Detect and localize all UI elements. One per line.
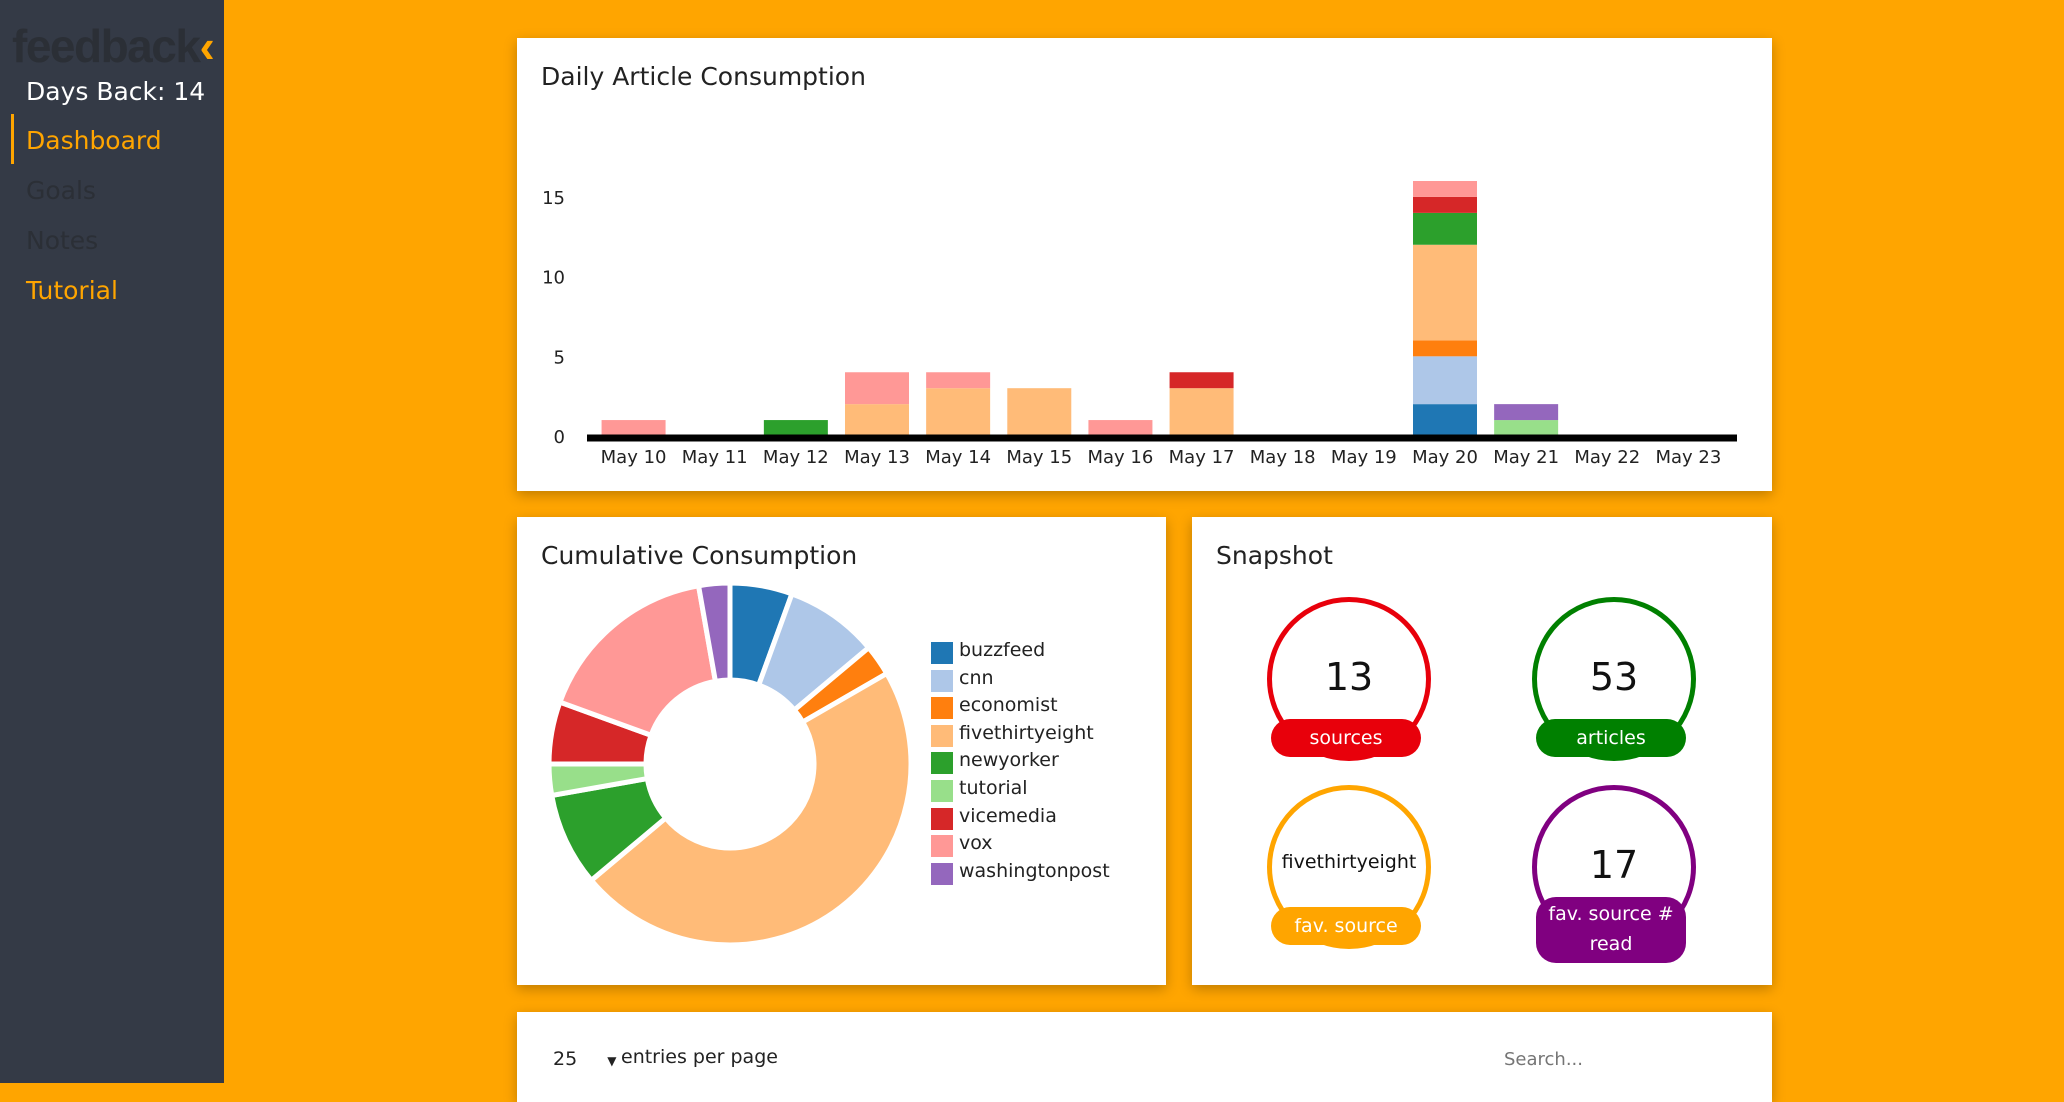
y-tick-label: 10: [542, 268, 565, 289]
donut-slice-washingtonpost[interactable]: [695, 580, 733, 685]
legend-label: washingtonpost: [959, 859, 1110, 882]
bar-fivethirtyeight[interactable]: [1169, 388, 1234, 436]
bar-vox[interactable]: [845, 372, 909, 405]
articles-badge: 53 articles: [1532, 597, 1700, 765]
x-tick-label: May 23: [1656, 447, 1722, 468]
x-tick-label: May 11: [682, 447, 748, 468]
nav-goals[interactable]: Goals: [26, 176, 96, 205]
donut-slice-fivethirtyeight[interactable]: [587, 670, 914, 948]
nav-dashboard[interactable]: Dashboard: [26, 126, 162, 155]
bar-newyorker[interactable]: [1413, 212, 1477, 245]
nav-active-indicator: [11, 114, 14, 164]
legend-swatch: [931, 724, 953, 747]
entries-per-page-select[interactable]: 25 ▼: [553, 1048, 616, 1070]
x-tick-label: May 20: [1412, 447, 1478, 468]
x-tick-label: May 10: [601, 447, 667, 468]
fav-source-read-badge: 17 fav. source # read: [1532, 785, 1700, 963]
bar-fivethirtyeight[interactable]: [845, 404, 909, 436]
bar-vicemedia[interactable]: [1169, 372, 1234, 389]
sources-value: 13: [1324, 655, 1374, 699]
legend-swatch: [931, 642, 953, 664]
bar-vox[interactable]: [601, 420, 666, 436]
cumulative-chart-title: Cumulative Consumption: [541, 541, 858, 570]
articles-ring: [1532, 597, 1696, 761]
x-tick-label: May 17: [1169, 447, 1235, 468]
articles-label: articles: [1536, 719, 1686, 757]
daily-chart-title: Daily Article Consumption: [541, 62, 866, 91]
bar-vicemedia[interactable]: [1413, 196, 1477, 213]
articles-value: 53: [1589, 655, 1639, 699]
legend-label: tutorial: [959, 777, 1028, 799]
y-tick-label: 0: [554, 427, 565, 448]
legend-label: economist: [959, 694, 1058, 717]
fav-source-badge: fivethirtyeight fav. source: [1267, 785, 1435, 953]
x-tick-label: May 22: [1574, 447, 1640, 468]
x-tick-label: May 21: [1493, 447, 1559, 468]
bar-fivethirtyeight[interactable]: [1007, 388, 1072, 436]
bar-newyorker[interactable]: [763, 420, 828, 436]
legend-swatch: [931, 697, 953, 720]
legend-swatch: [931, 780, 953, 802]
bar-economist[interactable]: [1413, 340, 1477, 357]
x-tick-label: May 16: [1088, 447, 1154, 468]
bar-cnn[interactable]: [1413, 356, 1477, 405]
bar-tutorial[interactable]: [1494, 420, 1559, 436]
cumulative-consumption-card: Cumulative Consumption buzzfeed cnn econom…: [517, 517, 1166, 985]
snapshot-card: Snapshot 13 sources 53 articles fivethir…: [1192, 517, 1772, 985]
entries-per-page-label: entries per page: [621, 1046, 778, 1068]
legend-label: buzzfeed: [959, 639, 1046, 661]
app-logo[interactable]: feedback‹: [12, 18, 224, 74]
bar-vox[interactable]: [1413, 181, 1477, 197]
logo-chevron-icon: ‹: [199, 20, 214, 72]
articles-table-card: 25 ▼ entries per page: [517, 1012, 1772, 1102]
sources-label: sources: [1271, 719, 1421, 757]
legend-label: cnn: [959, 666, 994, 689]
y-tick-label: 15: [542, 188, 565, 209]
legend-swatch: [931, 862, 953, 885]
entries-value: 25: [553, 1048, 578, 1070]
fav-source-read-label: fav. source # read: [1536, 897, 1686, 963]
daily-consumption-card: Daily Article Consumption 0 5 10 15 May 10 Ma…: [517, 38, 1772, 491]
legend-swatch: [931, 669, 953, 692]
logo-text: feedback: [12, 20, 201, 72]
legend-swatch: [931, 752, 953, 775]
nav-tutorial[interactable]: Tutorial: [26, 276, 118, 305]
sidebar: feedback‹ Days Back: 14 Dashboard Goals …: [0, 0, 224, 1083]
sources-ring: [1267, 597, 1431, 761]
dropdown-arrow-icon: ▼: [607, 1054, 617, 1068]
x-tick-label: May 18: [1250, 447, 1316, 468]
y-tick-label: 5: [554, 347, 565, 368]
x-tick-label: May 13: [844, 447, 910, 468]
bar-vox[interactable]: [926, 372, 991, 389]
bar-vox[interactable]: [1088, 420, 1153, 436]
legend-label: newyorker: [959, 749, 1059, 772]
bar-fivethirtyeight[interactable]: [926, 388, 991, 436]
x-tick-label: May 19: [1331, 447, 1397, 468]
fav-source-read-value: 17: [1589, 843, 1639, 887]
bar-washingtonpost[interactable]: [1494, 404, 1559, 421]
x-tick-label: May 15: [1006, 447, 1072, 468]
bar-buzzfeed[interactable]: [1413, 404, 1477, 436]
donut-slice-vox[interactable]: [556, 582, 719, 739]
sources-badge: 13 sources: [1267, 597, 1435, 765]
legend-swatch: [931, 807, 953, 830]
daily-consumption-chart: 0 5 10 15 May 10 May 11 May 12 May 13 May 14 May …: [542, 181, 1737, 468]
cumulative-donut-chart: [545, 579, 915, 949]
table-search-input[interactable]: [1502, 1040, 1736, 1078]
cumulative-legend: buzzfeed cnn economist fivethirtyeight newyo…: [931, 639, 1151, 899]
legend-label: fivethirtyeight: [959, 721, 1094, 744]
fav-source-value: fivethirtyeight: [1281, 851, 1417, 873]
x-tick-label: May 14: [925, 447, 991, 468]
snapshot-title: Snapshot: [1216, 541, 1333, 570]
legend-swatch: [931, 835, 953, 858]
legend-label: vicemedia: [959, 804, 1057, 827]
bar-fivethirtyeight[interactable]: [1413, 244, 1477, 341]
legend-label: vox: [959, 832, 993, 855]
fav-source-label: fav. source: [1271, 907, 1421, 945]
nav-notes[interactable]: Notes: [26, 226, 99, 255]
x-tick-label: May 12: [763, 447, 829, 468]
fav-source-ring: [1267, 785, 1431, 949]
days-back-label: Days Back: 14: [26, 77, 206, 106]
